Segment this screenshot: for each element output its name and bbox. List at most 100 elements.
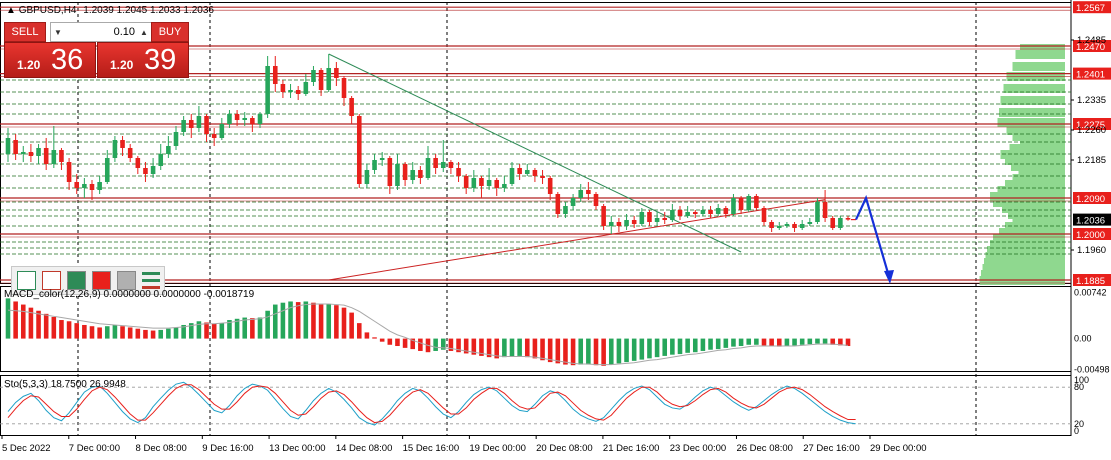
candle-body-9 [74,182,80,188]
macd-tick-1: 0.00 [1074,334,1092,344]
x-tick-label-1: 7 Dec 00:00 [69,443,120,454]
sell-price-button[interactable]: 1.20 36 [4,42,96,78]
macd-bar-3 [28,307,34,339]
macd-bar-108 [830,338,836,345]
profile-bar-14 [1011,162,1065,171]
macd-bar-44 [341,307,347,339]
stochastic-label: Sto(5,3,3) 18.7500 26.9948 [4,379,126,390]
macd-bar-39 [303,301,309,339]
profile-bar-23 [1012,216,1065,225]
candle-body-25 [196,116,202,128]
profile-bar-1 [1015,50,1065,59]
candle-body-64 [494,180,500,188]
macd-bar-25 [196,321,202,339]
candle-body-59 [456,168,461,176]
profile-bar-26 [993,234,1065,243]
candle-body-60 [463,176,469,188]
candle-body-84 [647,212,652,222]
candle-body-21 [166,146,171,154]
candle-body-97 [746,196,752,210]
price-tag-1.2275 [1073,118,1111,130]
macd-panel: 0.00742 0.00 -0.00498 [5,288,1110,374]
macd-bar-62 [479,338,484,356]
macd-bar-93 [715,338,721,350]
price-tag-text-1.2401: 1.2401 [1076,70,1105,81]
buy-price-button[interactable]: 1.20 39 [97,42,189,78]
swatch-red[interactable] [92,271,111,290]
candle-body-93 [715,208,721,214]
candle-body-92 [708,210,713,214]
candle-body-69 [532,170,538,176]
candle-body-106 [815,202,820,222]
rising-trend-line [328,199,826,281]
line-style-green-icon[interactable] [142,272,160,275]
swatch-white-green[interactable] [17,271,36,290]
macd-bar-37 [288,301,293,339]
macd-bar-17 [135,328,141,339]
macd-bar-60 [463,338,469,354]
price-tag-1.2470 [1073,40,1111,52]
candle-body-83 [639,212,645,224]
sto-tick-3: 0 [1074,426,1079,436]
macd-bar-99 [761,338,767,346]
x-tick-label-13: 29 Dec 00:00 [870,443,927,454]
macd-bar-78 [601,338,606,366]
candle-body-26 [204,116,209,134]
macd-bar-72 [555,338,561,364]
y-tick-label-4: 1.1960 [1077,245,1106,256]
candle-body-96 [738,198,744,210]
macd-bar-77 [593,338,599,366]
candle-body-12 [97,182,102,190]
macd-bar-52 [402,338,408,348]
price-tag-1.2000 [1073,228,1111,240]
candle-body-73 [563,206,568,214]
swatch-white-red[interactable] [42,271,61,290]
profile-bar-32 [981,270,1065,279]
macd-bar-85 [654,338,660,358]
macd-bar-88 [677,338,683,355]
sto-series-1 [7,384,856,424]
macd-bar-36 [280,302,286,339]
swatch-green[interactable] [67,271,86,290]
price-tag-1.2036 [1073,213,1111,226]
swatch-gray[interactable] [117,271,136,290]
candle-body-17 [135,158,141,168]
line-style-green-2-icon[interactable] [142,279,160,282]
candle-body-94 [723,208,729,214]
macd-bar-89 [685,338,690,353]
macd-bar-54 [418,338,423,351]
lot-increase-icon[interactable]: ▲ [140,27,148,37]
profile-bar-2 [1012,62,1065,71]
macd-bar-24 [188,323,194,339]
profile-bar-0 [1020,44,1065,53]
symbol-title: GBPUSD,H4 [18,5,77,16]
macd-bar-96 [738,338,744,347]
lot-size-input[interactable] [65,26,137,38]
candle-body-110 [845,218,851,220]
price-tag-text-1.2036: 1.2036 [1076,216,1105,227]
macd-bar-45 [349,312,354,339]
profile-bar-31 [982,264,1065,273]
macd-bar-90 [692,338,698,353]
collapse-triangle-icon[interactable]: ▲ [6,5,16,16]
price-tag-1.2567 [1073,1,1111,14]
buy-button[interactable]: BUY [151,22,189,42]
candle-body-1 [13,140,18,154]
candle-body-58 [448,162,454,168]
candle-body-68 [524,170,530,174]
candle-body-47 [364,170,370,184]
color-palette-toolbar [11,266,165,295]
forecast-arrow [855,194,894,284]
candle-body-5 [43,148,49,164]
line-style-red-icon[interactable] [142,286,160,289]
candle-body-50 [387,158,393,186]
profile-bar-25 [999,228,1065,237]
candle-body-104 [799,224,805,228]
lot-decrease-icon[interactable]: ▼ [54,27,62,37]
candle-body-52 [402,164,408,180]
price-tag-text-1.2090: 1.2090 [1076,194,1105,205]
macd-bar-22 [173,327,179,339]
sell-button[interactable]: SELL [4,22,46,42]
macd-bar-16 [127,327,133,339]
